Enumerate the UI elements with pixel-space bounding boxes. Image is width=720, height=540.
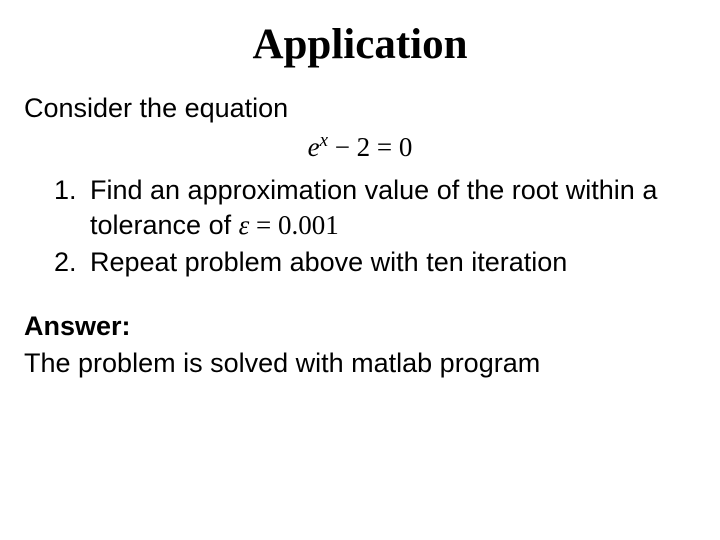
answer-body: The problem is solved with matlab progra…: [24, 345, 696, 381]
problem-list: Find an approximation value of the root …: [24, 173, 696, 280]
inline-equation: ε = 0.001: [239, 210, 339, 240]
list-item-text: Find an approximation value of the root …: [90, 175, 657, 240]
list-item: Repeat problem above with ten iteration: [84, 245, 696, 280]
list-item: Find an approximation value of the root …: [84, 173, 696, 243]
intro-text: Consider the equation: [24, 93, 696, 124]
list-item-text: Repeat problem above with ten iteration: [90, 247, 567, 277]
answer-label: Answer:: [24, 308, 696, 344]
slide: Application Consider the equation ex − 2…: [0, 0, 720, 540]
answer-block: Answer: The problem is solved with matla…: [24, 308, 696, 381]
main-equation: ex − 2 = 0: [24, 130, 696, 163]
equation-expr: ex − 2 = 0: [308, 132, 413, 162]
slide-title: Application: [24, 20, 696, 69]
